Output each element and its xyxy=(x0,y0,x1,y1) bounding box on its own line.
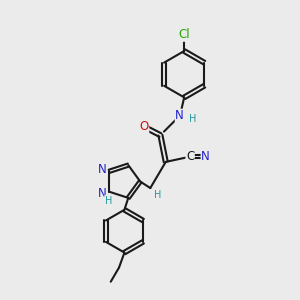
Text: N: N xyxy=(98,187,107,200)
Text: N: N xyxy=(175,109,184,122)
Text: Cl: Cl xyxy=(178,28,190,41)
Text: N: N xyxy=(98,164,107,176)
Text: H: H xyxy=(105,196,112,206)
Text: H: H xyxy=(189,114,197,124)
Text: N: N xyxy=(201,150,210,163)
Text: C: C xyxy=(186,150,194,163)
Text: O: O xyxy=(140,120,149,133)
Text: H: H xyxy=(154,190,161,200)
